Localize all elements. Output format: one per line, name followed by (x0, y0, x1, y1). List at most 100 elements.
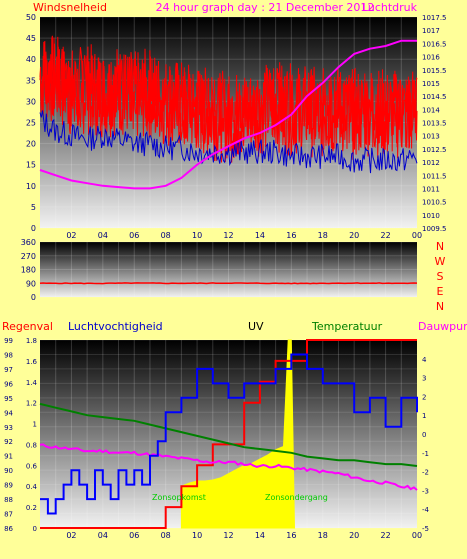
uv-axis: 0 0.2 0.4 0.6 0.8 1 1.2 1.4 1.6 1.8 (26, 337, 38, 533)
y-tick-label: 40 (26, 55, 36, 64)
y-tick-label: 360 (21, 238, 36, 247)
x-tick-label: 02 (66, 231, 76, 240)
y-tick-label: 25 (26, 119, 36, 128)
x-tick-label: 22 (380, 531, 390, 540)
y-tick-label: 2 (422, 393, 426, 401)
y-tick-label: 1013.5 (422, 120, 447, 128)
wind-panel-x-axis: 02 04 06 08 10 12 14 16 18 20 22 00 (66, 231, 422, 240)
y-tick-label: -2 (422, 469, 429, 477)
y-tick-label: 35 (26, 76, 36, 85)
y-tick-label: 3 (422, 375, 426, 383)
x-tick-label: 20 (349, 231, 359, 240)
wind-speed-label: Windsnelheid (33, 1, 107, 14)
x-tick-label: 00 (412, 231, 422, 240)
y-tick-label: 1 (422, 412, 426, 420)
x-tick-label: 04 (98, 531, 108, 540)
x-tick-label: 06 (129, 531, 139, 540)
x-tick-label: 08 (161, 531, 171, 540)
y-tick-label: 5 (31, 203, 36, 212)
x-tick-label: 12 (223, 531, 233, 540)
y-tick-label: -1 (422, 450, 429, 458)
y-tick-label: 95 (4, 395, 13, 403)
x-tick-label: 06 (129, 231, 139, 240)
y-tick-label: -5 (422, 525, 429, 533)
y-tick-label: -4 (422, 506, 430, 514)
wind-speed-axis: 0 5 10 15 20 25 30 35 40 45 50 (26, 13, 36, 233)
x-tick-label: 18 (318, 531, 328, 540)
y-tick-label: 0.2 (26, 504, 37, 512)
y-tick-label: 0.6 (26, 462, 38, 470)
y-tick-label: 1.6 (26, 358, 38, 366)
compass-label: S (437, 270, 444, 283)
compass-label: N (436, 300, 444, 313)
x-tick-label: 00 (412, 531, 422, 540)
sunrise-annotation: Zonsopkomst (152, 493, 206, 502)
y-tick-label: 96 (4, 380, 13, 388)
y-tick-label: 270 (21, 252, 36, 261)
y-tick-label: 0.8 (26, 441, 37, 449)
y-tick-label: 0 (31, 293, 36, 302)
y-tick-label: 90 (26, 279, 36, 288)
y-tick-label: 1 (33, 421, 37, 429)
wind-panel-series (39, 35, 418, 190)
direction-panel-series (39, 282, 418, 285)
y-tick-label: 15 (26, 161, 36, 170)
y-tick-label: 1017.5 (422, 14, 447, 22)
chart-title: 24 hour graph day : 21 December 2012 (156, 1, 375, 14)
x-tick-label: 10 (192, 231, 202, 240)
y-tick-label: 1009.5 (422, 225, 447, 233)
y-tick-label: 1012.5 (422, 146, 447, 154)
compass-label: N (436, 240, 444, 253)
y-tick-label: 1016 (422, 54, 440, 62)
humidity-axis: 86 87 88 89 90 91 92 93 94 95 96 97 98 99 (4, 337, 13, 533)
series-luchtdruk (39, 39, 417, 190)
compass-label: W (435, 255, 446, 268)
direction-degrees-axis: 0 90 180 270 360 (21, 238, 36, 302)
y-tick-label: 1013 (422, 133, 440, 141)
x-tick-label: 16 (286, 231, 296, 240)
y-tick-label: 1010.5 (422, 199, 447, 207)
sunset-annotation: Zonsondergang (265, 493, 328, 502)
y-tick-label: 30 (26, 97, 36, 106)
y-tick-label: 97 (4, 366, 13, 374)
y-tick-label: 1011.5 (422, 172, 447, 180)
x-tick-label: 10 (192, 531, 202, 540)
y-tick-label: 1012 (422, 159, 440, 167)
dewpoint-label: Dauwpunt (418, 320, 467, 333)
temperature-axis: -5 -4 -3 -2 -1 0 1 2 3 4 (422, 356, 430, 533)
y-tick-label: 0.4 (26, 483, 38, 491)
x-tick-label: 14 (255, 231, 265, 240)
y-tick-label: 0 (422, 431, 426, 439)
y-tick-label: 4 (422, 356, 427, 364)
y-tick-label: 1.2 (26, 400, 37, 408)
y-tick-label: 45 (26, 34, 36, 43)
series-luchtvochtigheid (40, 353, 418, 515)
y-tick-label: 90 (4, 467, 13, 475)
y-tick-label: 93 (4, 424, 13, 432)
compass-label: E (437, 285, 444, 298)
x-tick-label: 04 (98, 231, 108, 240)
x-tick-label: 12 (223, 231, 233, 240)
uv-label: UV (248, 320, 264, 333)
y-tick-label: 1015.5 (422, 67, 447, 75)
rain-label: Regenval (2, 320, 53, 333)
y-tick-label: 10 (26, 182, 36, 191)
x-tick-label: 18 (318, 231, 328, 240)
y-tick-label: 20 (26, 140, 36, 149)
x-tick-label: 08 (161, 231, 171, 240)
y-tick-label: 94 (4, 409, 13, 417)
humidity-label: Luchtvochtigheid (68, 320, 163, 333)
y-tick-label: 88 (4, 496, 13, 504)
y-tick-label: 0 (33, 525, 37, 533)
y-tick-label: 180 (21, 266, 36, 275)
series-temperatuur (39, 402, 418, 467)
y-tick-label: 87 (4, 511, 13, 519)
y-tick-label: 91 (4, 453, 13, 461)
y-tick-label: 1017 (422, 27, 440, 35)
y-tick-label: 1011 (422, 185, 440, 193)
climate-panel-x-axis: 02 04 06 08 10 12 14 16 18 20 22 00 (66, 531, 422, 540)
y-tick-label: 99 (4, 337, 13, 345)
y-tick-label: 1.4 (26, 379, 38, 387)
